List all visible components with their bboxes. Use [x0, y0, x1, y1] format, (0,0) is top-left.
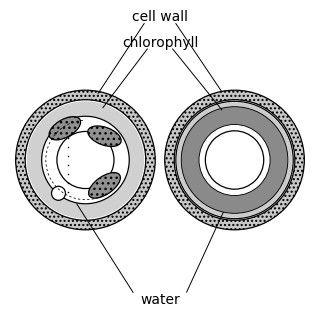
- Circle shape: [174, 100, 295, 220]
- Circle shape: [181, 107, 288, 213]
- Circle shape: [205, 131, 264, 189]
- Circle shape: [16, 90, 155, 230]
- Circle shape: [199, 124, 270, 196]
- Text: chlorophyll: chlorophyll: [122, 36, 198, 50]
- Circle shape: [25, 100, 146, 220]
- Circle shape: [41, 116, 130, 204]
- Circle shape: [52, 186, 66, 200]
- Circle shape: [27, 101, 144, 219]
- Circle shape: [57, 132, 114, 188]
- Ellipse shape: [49, 117, 81, 140]
- Circle shape: [42, 116, 129, 204]
- Circle shape: [177, 102, 292, 218]
- Text: cell wall: cell wall: [132, 10, 188, 24]
- Ellipse shape: [89, 172, 120, 198]
- Ellipse shape: [88, 126, 121, 147]
- Text: water: water: [140, 292, 180, 307]
- Circle shape: [165, 90, 304, 230]
- Circle shape: [204, 130, 265, 190]
